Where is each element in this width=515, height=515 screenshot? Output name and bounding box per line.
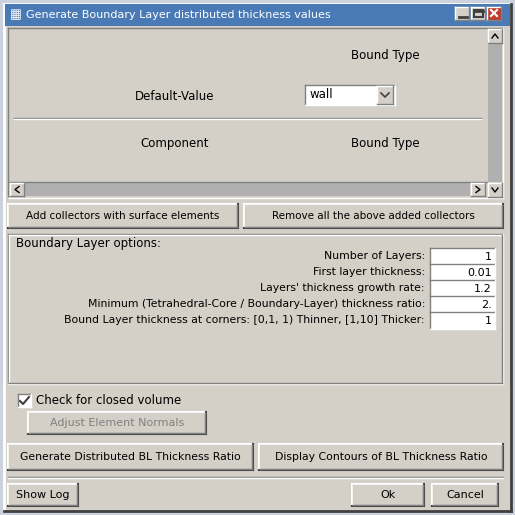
Bar	[8, 484, 78, 506]
Text: Generate Distributed BL Thickness Ratio: Generate Distributed BL Thickness Ratio	[20, 452, 241, 462]
Text: Check for closed volume: Check for closed volume	[36, 393, 181, 406]
Text: Adjust Element Normals: Adjust Element Normals	[50, 418, 184, 428]
Bar	[5, 4, 510, 26]
Text: 1.2: 1.2	[474, 283, 492, 294]
Bar	[430, 312, 495, 329]
Bar	[430, 280, 495, 297]
Bar	[430, 264, 495, 281]
Text: Default-Value: Default-Value	[135, 90, 215, 102]
Bar	[25, 183, 470, 196]
Bar	[8, 28, 503, 198]
Bar	[487, 28, 503, 198]
Bar	[488, 29, 502, 43]
Text: Remove all the above added collectors: Remove all the above added collectors	[272, 211, 475, 221]
Text: 1: 1	[485, 316, 492, 325]
Bar	[9, 182, 487, 197]
Bar	[474, 10, 483, 17]
Bar	[455, 7, 469, 20]
Text: Display Contours of BL Thickness Ratio: Display Contours of BL Thickness Ratio	[274, 452, 487, 462]
Text: ▦: ▦	[10, 9, 22, 22]
Text: wall: wall	[310, 89, 334, 101]
Text: Generate Boundary Layer distributed thickness values: Generate Boundary Layer distributed thic…	[26, 10, 331, 20]
Text: First layer thickness:: First layer thickness:	[313, 267, 425, 277]
Bar	[305, 85, 395, 105]
Text: Cancel: Cancel	[446, 490, 484, 500]
Text: Layers' thickness growth rate:: Layers' thickness growth rate:	[261, 283, 425, 293]
Bar	[18, 394, 31, 407]
Bar	[8, 234, 503, 384]
Bar	[8, 204, 238, 228]
Bar	[487, 7, 501, 20]
Text: Minimum (Tetrahedral-Core / Boundary-Layer) thickness ratio:: Minimum (Tetrahedral-Core / Boundary-Lay…	[88, 299, 425, 309]
Bar	[377, 86, 393, 104]
Text: 2.: 2.	[481, 300, 492, 310]
Text: Bound Type: Bound Type	[351, 136, 419, 149]
Bar	[8, 444, 253, 470]
Bar	[10, 183, 24, 196]
Bar	[244, 204, 503, 228]
Bar	[430, 296, 495, 313]
Bar	[488, 44, 502, 182]
Bar	[471, 183, 485, 196]
Text: 0.01: 0.01	[468, 267, 492, 278]
Text: Bound Type: Bound Type	[351, 49, 419, 62]
Text: Number of Layers:: Number of Layers:	[324, 251, 425, 261]
Text: Ok: Ok	[381, 490, 396, 500]
Bar	[471, 7, 485, 20]
Bar	[488, 183, 502, 197]
Bar	[430, 248, 495, 265]
Bar	[259, 444, 503, 470]
Text: Show Log: Show Log	[16, 490, 70, 500]
Text: Add collectors with surface elements: Add collectors with surface elements	[26, 211, 220, 221]
Text: 1: 1	[485, 251, 492, 262]
Bar	[352, 484, 424, 506]
Text: Bound Layer thickness at corners: [0,1, 1) Thinner, [1,10] Thicker:: Bound Layer thickness at corners: [0,1, …	[64, 315, 425, 325]
Text: Component: Component	[141, 136, 209, 149]
Text: Boundary Layer options:: Boundary Layer options:	[16, 237, 161, 250]
Bar	[432, 484, 498, 506]
Bar	[28, 412, 206, 434]
